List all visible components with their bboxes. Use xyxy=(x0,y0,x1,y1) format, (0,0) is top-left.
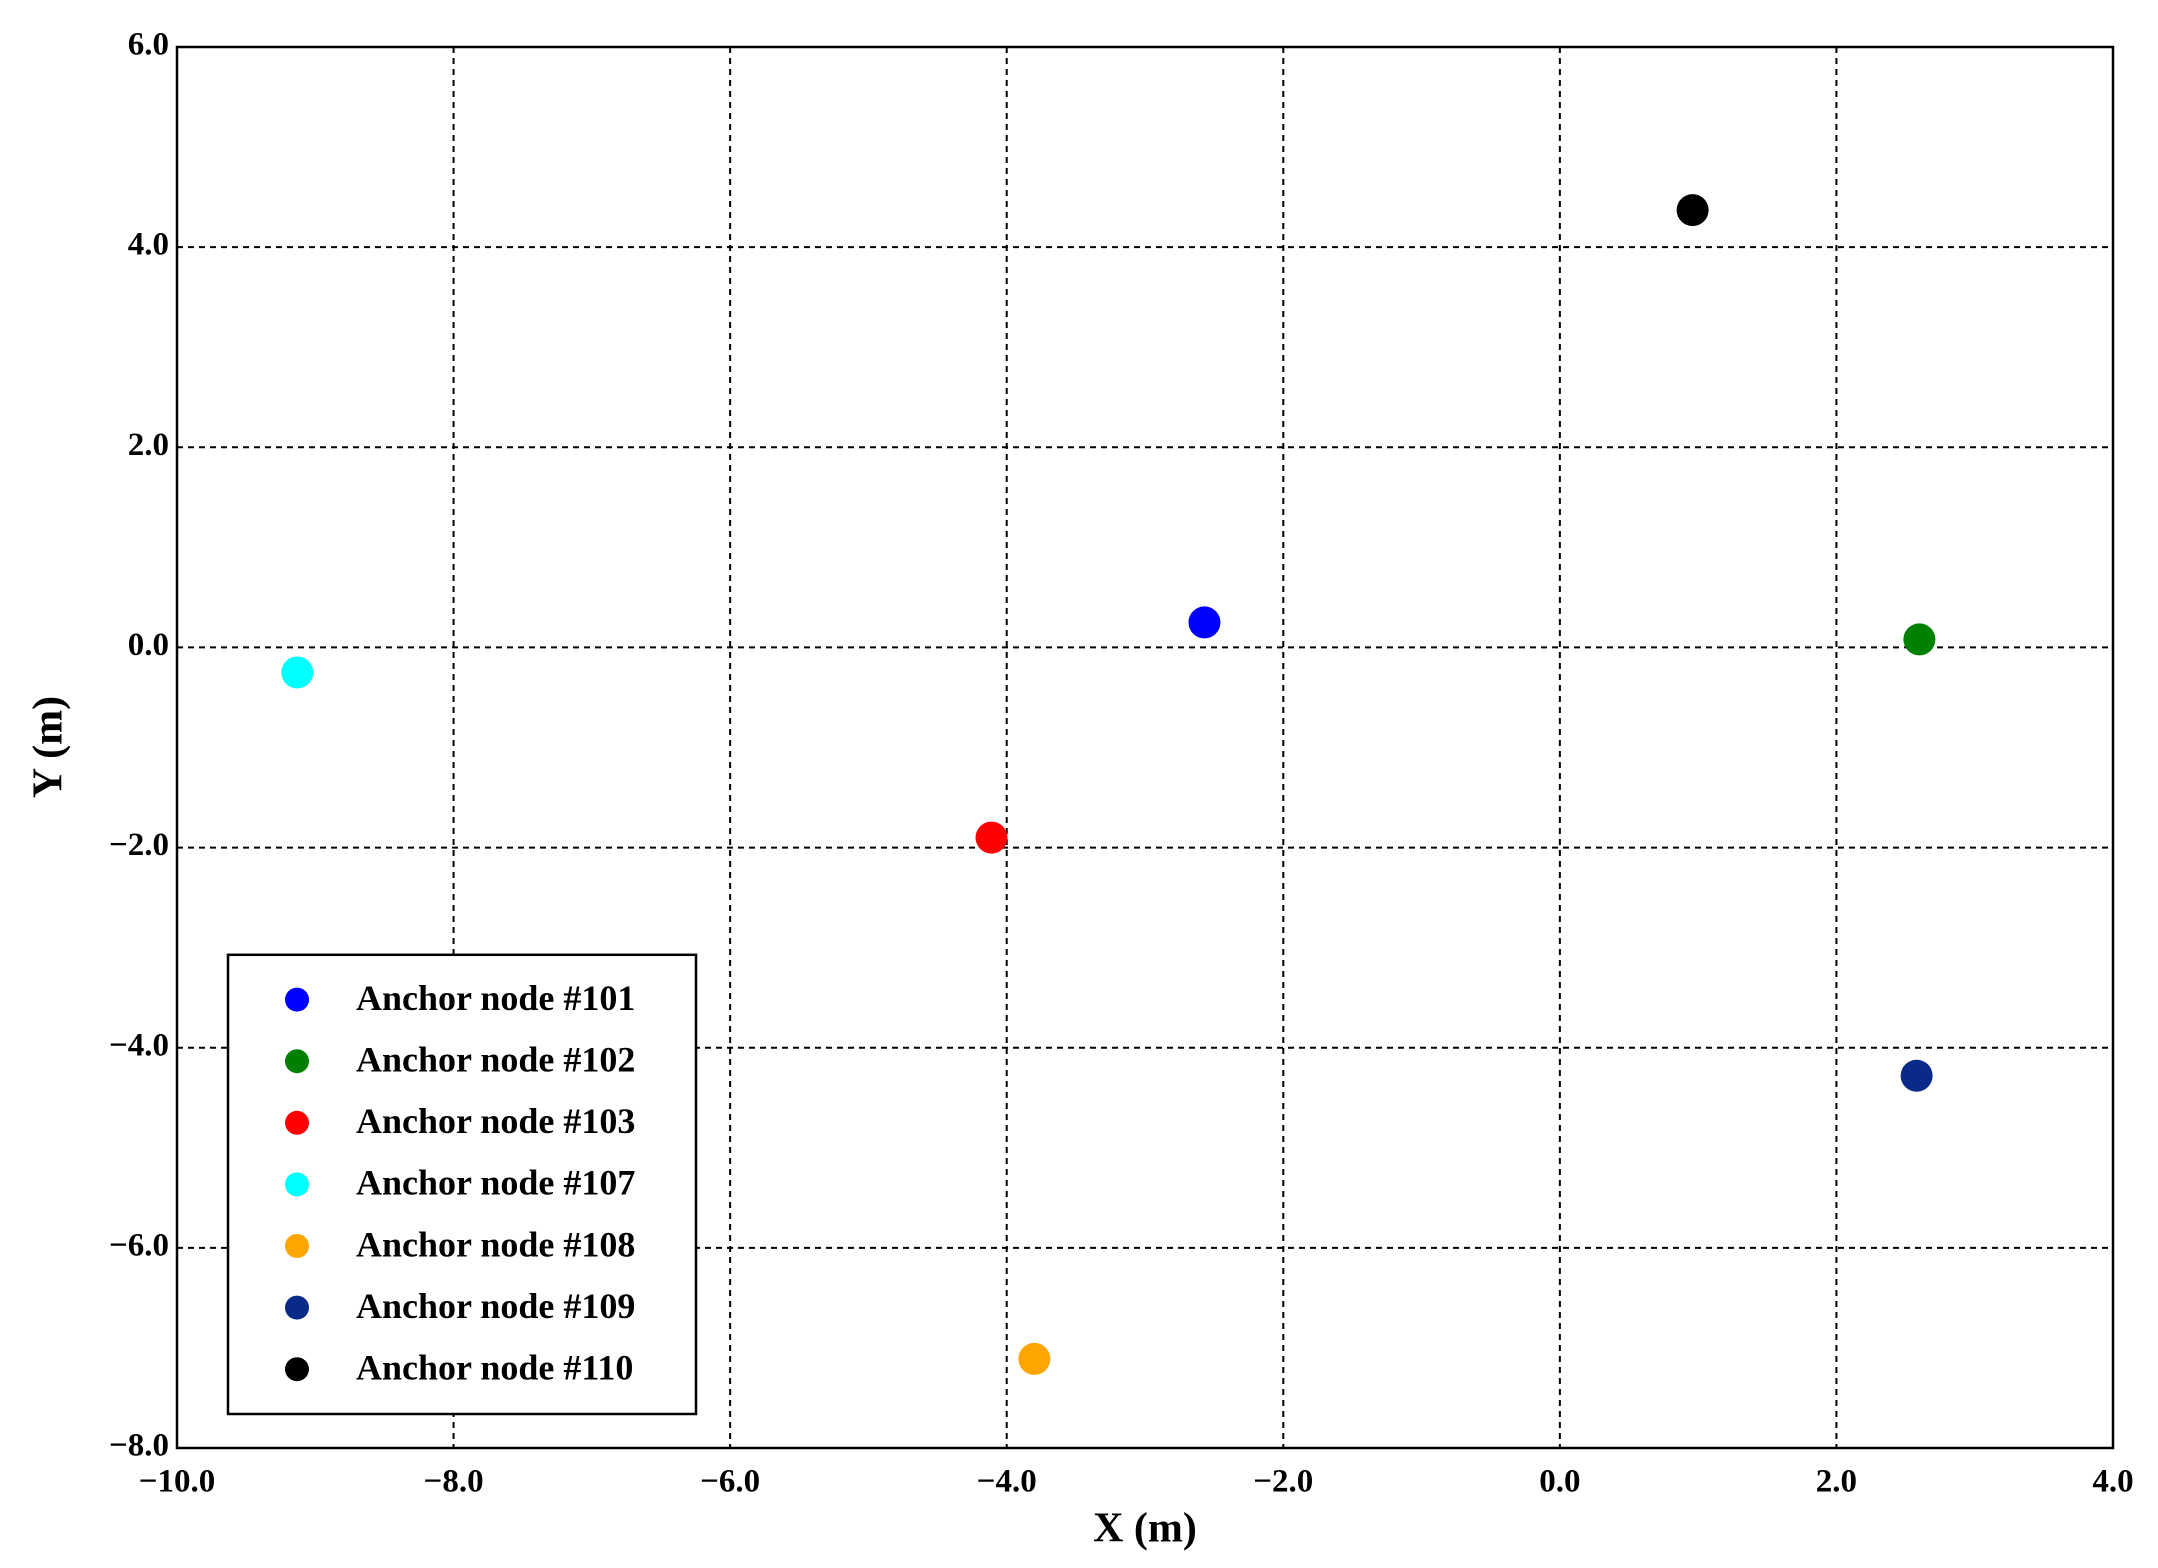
x-tick-label: 0.0 xyxy=(1539,1464,1580,1500)
legend-marker xyxy=(285,1295,309,1320)
legend-marker xyxy=(285,1234,309,1258)
x-tick-label: −10.0 xyxy=(139,1464,216,1500)
legend-label: Anchor node #107 xyxy=(356,1163,635,1203)
point xyxy=(1900,1059,1933,1092)
y-axis-label: Y (m) xyxy=(26,696,72,798)
y-tick-label: −4.0 xyxy=(109,1027,169,1063)
y-tick-label: −2.0 xyxy=(109,827,169,863)
x-tick-label: −6.0 xyxy=(700,1464,760,1500)
point xyxy=(1676,194,1709,227)
legend: Anchor node #101 Anchor node #102 Anchor n… xyxy=(226,953,698,1416)
y-tick-label: 2.0 xyxy=(128,427,169,463)
legend-marker xyxy=(285,1049,309,1074)
point xyxy=(281,656,314,689)
y-tick-label: −8.0 xyxy=(109,1428,169,1464)
x-tick-label: 4.0 xyxy=(2092,1464,2133,1500)
legend-marker xyxy=(285,1357,309,1382)
x-tick-label: −4.0 xyxy=(977,1464,1037,1500)
y-tick-label: 6.0 xyxy=(128,27,169,63)
legend-label: Anchor node #101 xyxy=(356,978,635,1018)
point xyxy=(1018,1342,1051,1375)
legend-label: Anchor node #109 xyxy=(356,1286,635,1326)
legend-label: Anchor node #110 xyxy=(356,1347,633,1387)
y-tick-label: −6.0 xyxy=(109,1227,169,1263)
x-tick-label: 2.0 xyxy=(1816,1464,1857,1500)
x-tick-label: −2.0 xyxy=(1253,1464,1313,1500)
point xyxy=(1903,623,1936,656)
legend-marker xyxy=(285,987,309,1012)
legend-label: Anchor node #103 xyxy=(356,1101,635,1141)
legend-marker xyxy=(285,1172,309,1197)
x-tick-label: −8.0 xyxy=(424,1464,484,1500)
y-tick-label: 4.0 xyxy=(128,227,169,263)
point xyxy=(975,821,1008,854)
point xyxy=(1188,606,1221,639)
y-tick-label: 0.0 xyxy=(128,627,169,663)
plot-frame xyxy=(175,45,2115,1450)
x-axis-label: X (m) xyxy=(1093,1506,1197,1552)
legend-label: Anchor node #108 xyxy=(356,1224,635,1264)
legend-marker xyxy=(285,1110,309,1135)
legend-label: Anchor node #102 xyxy=(356,1039,635,1079)
